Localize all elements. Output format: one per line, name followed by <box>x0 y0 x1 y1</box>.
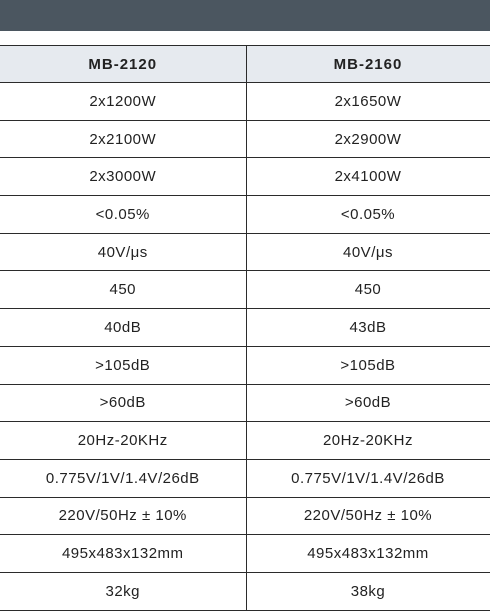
table-cell: 2x1650W <box>246 83 490 121</box>
top-banner <box>0 0 490 31</box>
table-cell: 2x2100W <box>0 120 246 158</box>
table-cell: >60dB <box>0 384 246 422</box>
table-row: 2x3000W 2x4100W <box>0 158 490 196</box>
table-cell: 20Hz-20KHz <box>0 422 246 460</box>
table-cell: 2x1200W <box>0 83 246 121</box>
table-cell: 2x4100W <box>246 158 490 196</box>
table-cell: 40dB <box>0 309 246 347</box>
table-cell: 0.775V/1V/1.4V/26dB <box>0 459 246 497</box>
table-cell: 38kg <box>246 572 490 610</box>
table-cell: 450 <box>0 271 246 309</box>
table-row: 32kg 38kg <box>0 572 490 610</box>
table-row: 0.775V/1V/1.4V/26dB 0.775V/1V/1.4V/26dB <box>0 459 490 497</box>
table-row: 495x483x132mm 495x483x132mm <box>0 535 490 573</box>
table-cell: 32kg <box>0 572 246 610</box>
table-cell: <0.05% <box>246 196 490 234</box>
table-row: >60dB >60dB <box>0 384 490 422</box>
table-cell: <0.05% <box>0 196 246 234</box>
column-header-mb-2160: MB-2160 <box>246 46 490 83</box>
table-row: 450 450 <box>0 271 490 309</box>
spec-table: MB-2120 MB-2160 2x1200W 2x1650W 2x2100W … <box>0 45 490 611</box>
table-cell: 495x483x132mm <box>0 535 246 573</box>
table-cell: 2x3000W <box>0 158 246 196</box>
table-cell: >105dB <box>0 346 246 384</box>
table-row: 220V/50Hz ± 10% 220V/50Hz ± 10% <box>0 497 490 535</box>
table-cell: 220V/50Hz ± 10% <box>0 497 246 535</box>
table-cell: 220V/50Hz ± 10% <box>246 497 490 535</box>
column-header-mb-2120: MB-2120 <box>0 46 246 83</box>
table-cell: 43dB <box>246 309 490 347</box>
table-cell: 40V/μs <box>0 233 246 271</box>
table-cell: 20Hz-20KHz <box>246 422 490 460</box>
table-header-row: MB-2120 MB-2160 <box>0 46 490 83</box>
table-cell: 40V/μs <box>246 233 490 271</box>
table-row: 40V/μs 40V/μs <box>0 233 490 271</box>
table-row: 20Hz-20KHz 20Hz-20KHz <box>0 422 490 460</box>
table-row: 40dB 43dB <box>0 309 490 347</box>
table-cell: >60dB <box>246 384 490 422</box>
table-cell: 0.775V/1V/1.4V/26dB <box>246 459 490 497</box>
table-row: >105dB >105dB <box>0 346 490 384</box>
table-cell: 495x483x132mm <box>246 535 490 573</box>
table-cell: >105dB <box>246 346 490 384</box>
table-row: <0.05% <0.05% <box>0 196 490 234</box>
table-cell: 2x2900W <box>246 120 490 158</box>
table-cell: 450 <box>246 271 490 309</box>
table-row: 2x1200W 2x1650W <box>0 83 490 121</box>
table-row: 2x2100W 2x2900W <box>0 120 490 158</box>
